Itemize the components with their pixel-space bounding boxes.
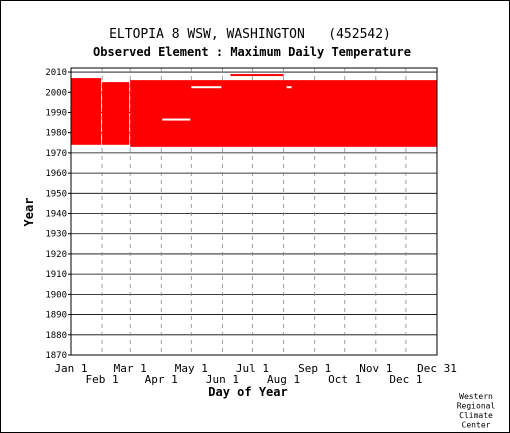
y-tick-label: 1900 [45,290,67,300]
y-axis-label: Year [22,198,36,227]
x-tick-labels: Jan 1 Mar 1 May 1 Jul 1 Sep 1 Nov 1 Dec 31 Feb … [54,362,456,386]
data-gaps [162,86,292,121]
y-tick-label: 1970 [45,149,67,159]
y-tick-label: 1870 [45,351,67,361]
y-tick-label: 1910 [45,270,67,280]
plot-border [70,67,438,356]
y-tick-label: 1890 [45,311,67,321]
x-tick-label: Aug 1 [267,373,300,386]
y-tick-label: 2000 [45,88,67,98]
data-coverage [71,74,438,147]
y-tick-label: 1960 [45,169,67,179]
credit-line: Climate [459,411,493,420]
credit-line: Western [459,392,493,401]
y-tick-label: 1980 [45,129,67,139]
y-tick-labels: 1870 1880 1890 1900 1910 1920 1930 1940 1950 1960… [45,68,71,361]
credit-line: Center [462,421,491,430]
axes [70,67,438,356]
grid-lines [70,68,438,356]
data-gap [191,86,222,89]
x-tick-label: Jun 1 [206,373,239,386]
x-tick-label: Jan 1 [54,362,87,375]
coverage-bar [71,78,102,145]
x-tick-label: Jul 1 [236,362,269,375]
y-tick-label: 2010 [45,68,67,78]
coverage-bar [230,74,284,77]
x-tick-label: Nov 1 [359,362,392,375]
coverage-bar [130,80,438,147]
credit-line: Regional [457,402,496,411]
coverage-bar [102,82,130,145]
x-tick-label: Dec 31 [417,362,457,375]
chart-subtitle: Observed Element : Maximum Daily Tempera… [93,45,411,59]
y-tick-label: 1950 [45,189,67,199]
x-axis-label: Day of Year [208,385,287,399]
data-gap [162,118,191,121]
x-tick-label: Mar 1 [114,362,147,375]
y-tick-label: 1940 [45,210,67,220]
x-tick-label: Apr 1 [145,373,178,386]
y-tick-label: 1990 [45,108,67,118]
x-tick-label: Feb 1 [86,373,119,386]
x-tick-label: Dec 1 [389,373,422,386]
y-tick-label: 1930 [45,230,67,240]
x-tick-label: Oct 1 [328,373,361,386]
y-tick-label: 1880 [45,331,67,341]
x-tick-label: May 1 [175,362,208,375]
data-gap [286,86,292,89]
chart-title: ELTOPIA 8 WSW, WASHINGTON (452542) [109,27,391,42]
x-tick-label: Sep 1 [298,362,331,375]
y-tick-label: 1920 [45,250,67,260]
